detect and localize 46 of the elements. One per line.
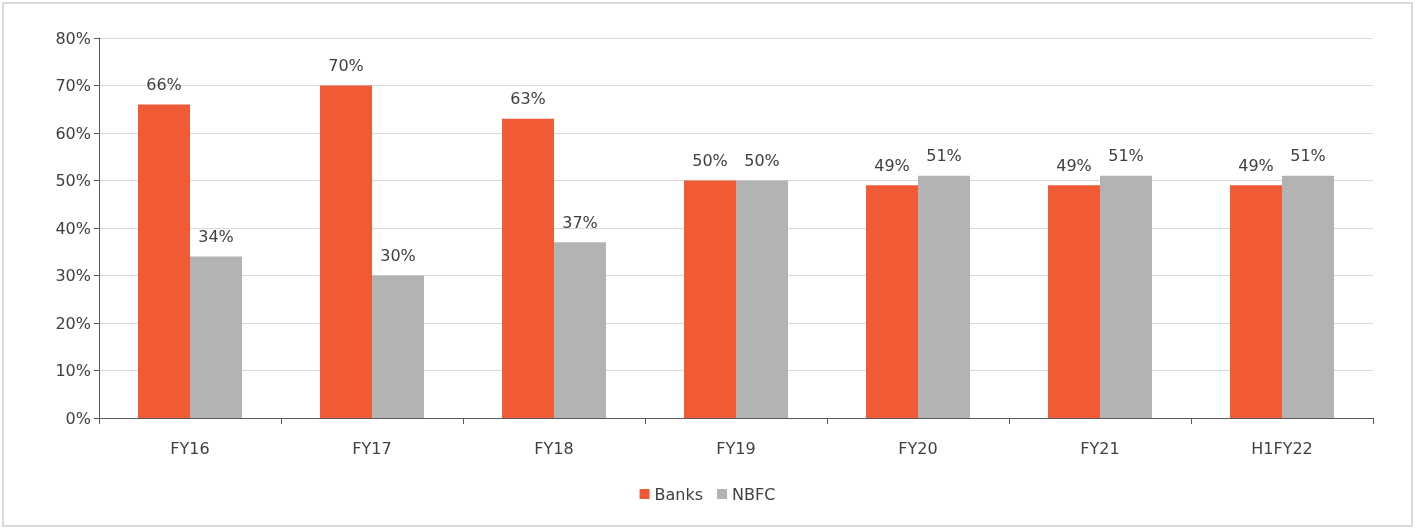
bar xyxy=(554,242,606,418)
bar xyxy=(684,180,736,418)
bar xyxy=(918,175,970,418)
bar xyxy=(320,85,372,418)
bar xyxy=(1230,185,1282,418)
bar xyxy=(736,180,788,418)
legend-label: Banks xyxy=(654,484,704,504)
data-label: 51% xyxy=(926,146,962,166)
y-tick-label: 30% xyxy=(55,266,91,285)
data-label: 70% xyxy=(328,56,364,75)
bar xyxy=(1282,175,1334,418)
data-label: 50% xyxy=(692,151,728,170)
x-tick-label: H1FY22 xyxy=(1251,438,1313,458)
y-tick-label: 10% xyxy=(55,361,91,380)
bar xyxy=(1100,175,1152,418)
x-tick-label: FY18 xyxy=(534,438,574,458)
data-label: 49% xyxy=(1238,155,1274,175)
bar xyxy=(866,185,918,418)
data-label: 63% xyxy=(510,89,546,109)
data-label: 51% xyxy=(1290,146,1326,166)
y-tick-label: 40% xyxy=(55,218,91,238)
data-label: 30% xyxy=(380,246,416,265)
bar xyxy=(1048,185,1100,418)
y-tick-label: 80% xyxy=(55,28,91,48)
x-tick-label: FY16 xyxy=(170,438,210,458)
bar xyxy=(190,256,242,418)
x-tick-label: FY17 xyxy=(352,438,392,458)
y-tick-label: 50% xyxy=(55,171,91,190)
x-tick-label: FY21 xyxy=(1080,438,1120,458)
legend-label: NBFC xyxy=(732,484,776,504)
data-label: 49% xyxy=(1056,155,1092,175)
data-label: 50% xyxy=(744,151,780,170)
data-label: 37% xyxy=(562,212,598,232)
bar xyxy=(502,118,554,418)
x-tick-label: FY19 xyxy=(716,438,756,458)
data-label: 66% xyxy=(146,75,182,94)
data-label: 49% xyxy=(874,155,910,175)
y-tick-label: 0% xyxy=(65,408,91,428)
y-tick-label: 20% xyxy=(55,313,91,333)
bar xyxy=(138,104,190,418)
bar xyxy=(372,275,424,418)
data-label: 34% xyxy=(198,227,234,246)
data-label: 51% xyxy=(1108,146,1144,166)
x-tick-label: FY20 xyxy=(898,438,938,458)
y-tick-label: 70% xyxy=(55,76,91,95)
y-tick-label: 60% xyxy=(55,123,91,143)
